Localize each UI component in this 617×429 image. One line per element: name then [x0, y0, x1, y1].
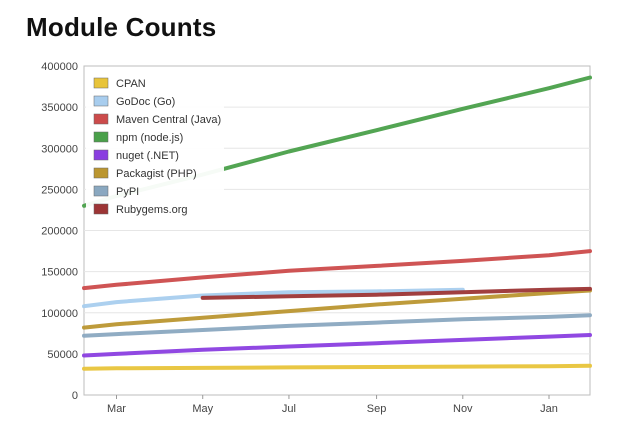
y-tick-label: 150000	[41, 267, 78, 279]
x-tick-label: Mar	[107, 403, 126, 415]
y-tick-label: 250000	[41, 184, 78, 196]
legend-swatch	[93, 203, 109, 215]
legend-label: PyPI	[116, 186, 139, 198]
legend-swatch	[93, 185, 109, 197]
legend-label: Maven Central (Java)	[116, 114, 221, 126]
legend-swatch	[93, 131, 109, 143]
legend-swatch	[93, 113, 109, 125]
series-line	[82, 333, 592, 358]
legend-swatch	[93, 167, 109, 179]
legend-label: Rubygems.org	[116, 204, 188, 216]
y-tick-label: 100000	[41, 308, 78, 320]
series-line	[82, 287, 465, 309]
legend-swatch	[93, 95, 109, 107]
legend-swatch	[93, 149, 109, 161]
x-tick-label: Jan	[540, 403, 558, 415]
y-tick-label: 50000	[47, 349, 78, 361]
legend-swatch	[93, 77, 109, 89]
legend-label: Packagist (PHP)	[116, 168, 197, 180]
series-line	[82, 249, 592, 291]
x-tick-label: Jul	[282, 403, 296, 415]
y-tick-label: 200000	[41, 226, 78, 238]
legend-label: nuget (.NET)	[116, 150, 179, 162]
legend-label: npm (node.js)	[116, 132, 183, 144]
y-tick-label: 350000	[41, 102, 78, 114]
x-tick-label: Nov	[453, 403, 473, 415]
x-tick-label: May	[192, 403, 213, 415]
x-tick-label: Sep	[367, 403, 387, 415]
series-line	[82, 363, 592, 371]
y-tick-label: 0	[72, 390, 78, 402]
legend-box	[86, 70, 224, 220]
y-tick-label: 400000	[41, 61, 78, 73]
series-line	[200, 286, 592, 300]
legend-label: GoDoc (Go)	[116, 96, 175, 108]
chart-title: Module Counts	[26, 12, 217, 42]
legend-label: CPAN	[116, 78, 146, 90]
series-line	[82, 288, 592, 330]
y-tick-label: 300000	[41, 143, 78, 155]
series-line	[82, 313, 592, 338]
